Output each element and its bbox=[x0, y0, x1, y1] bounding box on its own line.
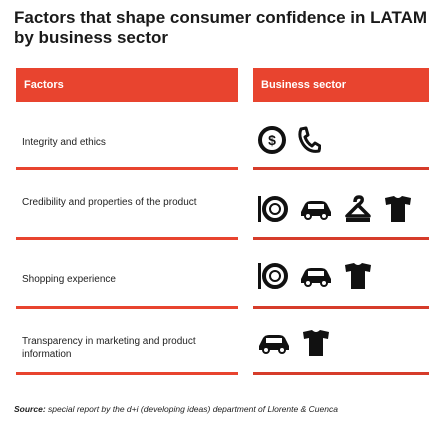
factor-label: Credibility and properties of the produc… bbox=[22, 197, 197, 208]
business-sector-header: Business sector bbox=[253, 68, 429, 102]
sector-icons bbox=[257, 260, 373, 296]
page-title: Factors that shape consumer confidence i… bbox=[14, 8, 428, 47]
row-separator bbox=[253, 167, 429, 170]
phone-icon bbox=[297, 126, 322, 159]
dollar-coin-icon: $ bbox=[257, 125, 287, 160]
row-separator bbox=[16, 306, 238, 309]
clothes-hanger-icon bbox=[343, 194, 373, 229]
car-icon bbox=[257, 332, 291, 359]
sector-icons bbox=[257, 327, 331, 363]
factor-label: Shopping experience bbox=[22, 274, 116, 285]
car-icon bbox=[299, 198, 333, 225]
tshirt-icon bbox=[301, 328, 331, 363]
row-separator bbox=[253, 306, 429, 309]
tshirt-icon bbox=[383, 194, 413, 229]
row-separator bbox=[16, 237, 238, 240]
source-text: special report by the d+i (developing id… bbox=[48, 404, 338, 414]
row-separator bbox=[16, 372, 238, 375]
sector-icons bbox=[257, 193, 413, 229]
tshirt-icon bbox=[343, 261, 373, 296]
source-note: Source: special report by the d+i (devel… bbox=[14, 404, 434, 414]
sector-icons: $ bbox=[257, 124, 322, 160]
washing-machine-icon bbox=[257, 194, 289, 229]
row-separator bbox=[16, 167, 238, 170]
factor-label: Transparency in marketing and product in… bbox=[22, 336, 196, 360]
svg-text:$: $ bbox=[268, 132, 276, 148]
car-icon bbox=[299, 265, 333, 292]
source-label: Source: bbox=[14, 404, 46, 414]
washing-machine-icon bbox=[257, 261, 289, 296]
factor-label: Integrity and ethics bbox=[22, 137, 106, 148]
row-separator bbox=[253, 372, 429, 375]
row-separator bbox=[253, 237, 429, 240]
factors-header: Factors bbox=[16, 68, 238, 102]
